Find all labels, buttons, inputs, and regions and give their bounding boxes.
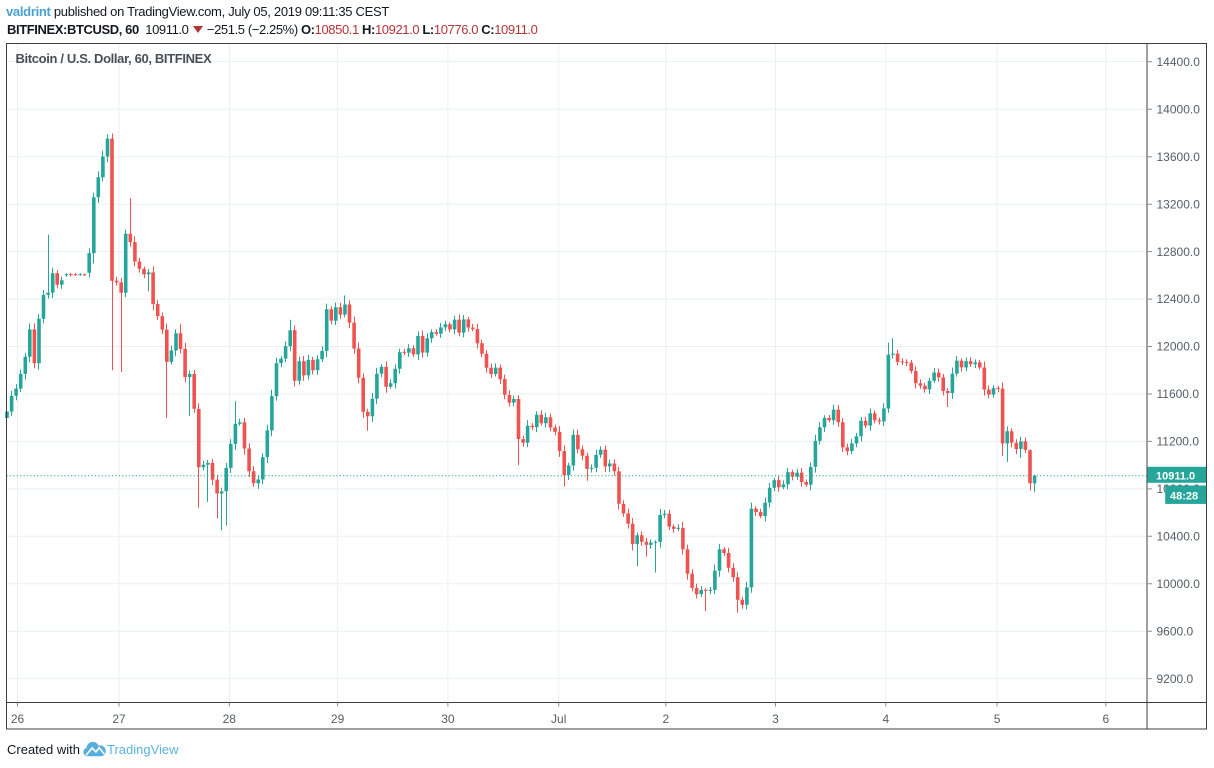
- svg-text:11600.0: 11600.0: [1157, 387, 1200, 401]
- svg-text:10400.0: 10400.0: [1157, 530, 1201, 544]
- svg-text:4: 4: [882, 712, 889, 726]
- svg-text:3: 3: [772, 712, 779, 726]
- svg-text:Jul: Jul: [551, 712, 566, 726]
- svg-text:13600.0: 13600.0: [1157, 150, 1201, 164]
- svg-text:Bitcoin / U.S. Dollar, 60, BIT: Bitcoin / U.S. Dollar, 60, BITFINEX: [16, 51, 212, 66]
- svg-text:14400.0: 14400.0: [1157, 55, 1201, 69]
- svg-text:6: 6: [1102, 712, 1109, 726]
- svg-text:30: 30: [441, 712, 455, 726]
- svg-text:12400.0: 12400.0: [1157, 292, 1201, 306]
- svg-text:27: 27: [112, 712, 126, 726]
- svg-text:12800.0: 12800.0: [1157, 245, 1201, 259]
- svg-text:5: 5: [994, 712, 1001, 726]
- svg-text:48:28: 48:28: [1170, 490, 1198, 502]
- svg-text:14000.0: 14000.0: [1157, 103, 1201, 117]
- svg-text:29: 29: [331, 712, 345, 726]
- svg-text:12000.0: 12000.0: [1157, 340, 1201, 354]
- svg-text:11200.0: 11200.0: [1157, 435, 1200, 449]
- svg-text:9600.0: 9600.0: [1157, 624, 1194, 638]
- svg-text:10911.0: 10911.0: [1156, 470, 1195, 482]
- svg-text:26: 26: [11, 712, 25, 726]
- svg-text:2: 2: [662, 712, 669, 726]
- svg-text:10000.0: 10000.0: [1157, 577, 1201, 591]
- svg-text:9200.0: 9200.0: [1157, 672, 1194, 686]
- svg-text:28: 28: [223, 712, 237, 726]
- svg-text:13200.0: 13200.0: [1157, 197, 1201, 211]
